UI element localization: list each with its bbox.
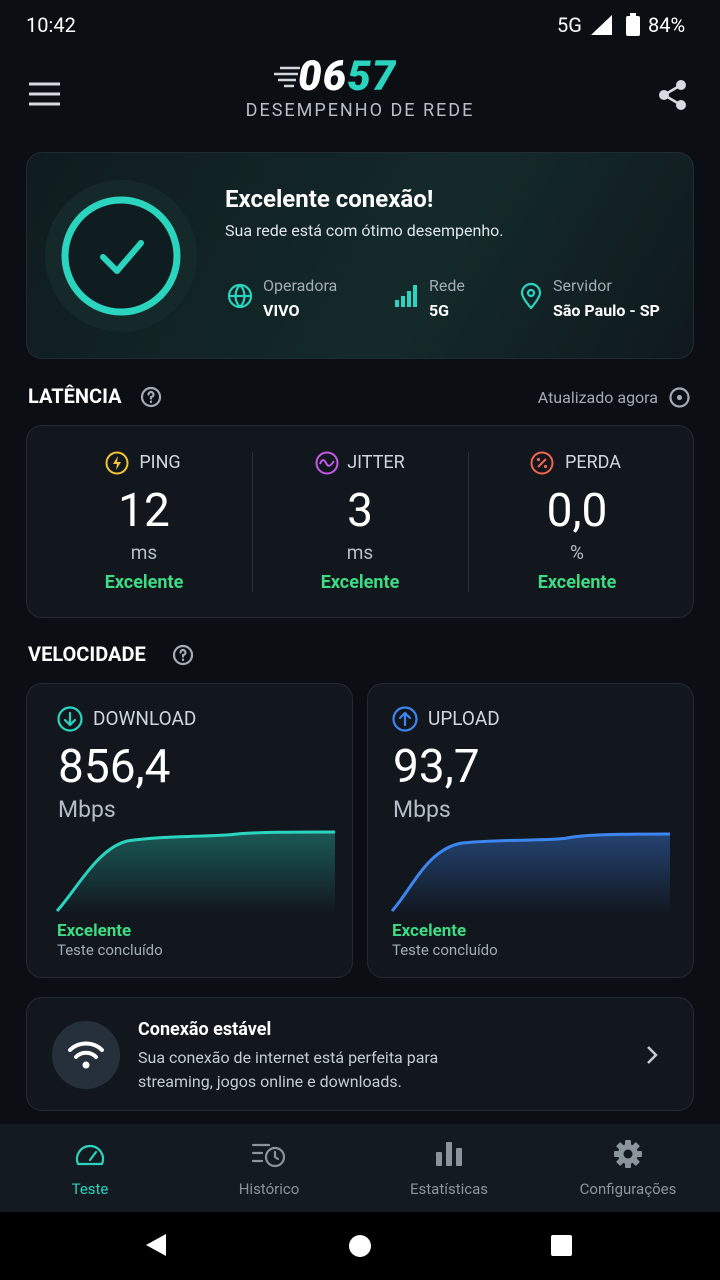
latency-title: LATÊNCIA — [28, 384, 122, 408]
stats-icon — [436, 1142, 462, 1166]
system-nav — [0, 1212, 720, 1280]
nav-label: Estatísticas — [409, 1180, 488, 1198]
upload-label: UPLOAD — [428, 707, 500, 730]
status-card: Excelente conexão! Sua rede está com óti… — [26, 152, 694, 359]
server-value: São Paulo - SP — [553, 301, 660, 320]
network-label: Rede — [429, 276, 465, 295]
status-network: 5G — [557, 13, 582, 37]
status-battery: 84% — [648, 13, 686, 37]
download-card: DOWNLOAD 856,4 Mbps Excelente Teste conc… — [26, 683, 353, 978]
history-icon — [251, 1143, 286, 1168]
loss-value: 0,0 — [546, 484, 608, 538]
jitter-rating: Excelente — [320, 572, 400, 593]
logo: 0657 — [298, 52, 397, 101]
home-button[interactable] — [348, 1234, 372, 1258]
stability-text: Sua conexão de internet está perfeita pa… — [138, 1048, 439, 1091]
speed-title: VELOCIDADE — [28, 642, 146, 666]
download-sparkline — [55, 830, 336, 914]
loss-metric: PERDA 0,0 % Excelente — [466, 426, 688, 619]
wifi-badge — [52, 1021, 120, 1089]
ping-icon — [105, 451, 129, 475]
location-icon — [520, 282, 542, 310]
ping-unit: ms — [130, 541, 158, 564]
upload-icon — [392, 706, 418, 732]
download-label: DOWNLOAD — [93, 707, 197, 730]
menu-button[interactable] — [29, 82, 60, 106]
nav-label: Histórico — [238, 1180, 300, 1198]
header-subtitle: DESEMPENHO DE REDE — [245, 100, 475, 121]
upload-sparkline — [390, 832, 671, 914]
download-rating: Excelente — [57, 921, 132, 941]
back-button[interactable] — [145, 1233, 167, 1257]
ping-label: PING — [139, 452, 181, 473]
upload-status: Teste concluído — [392, 941, 498, 959]
stability-title: Conexão estável — [138, 1019, 272, 1040]
ping-rating: Excelente — [104, 572, 184, 593]
status-time: 10:42 — [26, 13, 76, 37]
globe-icon — [227, 283, 253, 309]
loss-icon — [530, 451, 554, 475]
jitter-unit: ms — [346, 541, 374, 564]
upload-card: UPLOAD 93,7 Mbps Excelente Teste concluí… — [367, 683, 694, 978]
check-badge — [45, 180, 197, 332]
latency-card: PING 12 ms Excelente JITTER 3 ms Excelen… — [26, 425, 694, 618]
latency-updated: Atualizado agora — [537, 388, 658, 407]
status-subtitle: Sua rede está com ótimo desempenho. — [225, 221, 504, 240]
logo-speed-lines — [274, 66, 300, 88]
ping-value: 12 — [118, 484, 170, 538]
bottom-nav: Teste Histórico Estatísticas Configuraçõ… — [0, 1124, 720, 1212]
refresh-button[interactable] — [669, 387, 690, 408]
download-value: 856,4 — [58, 740, 171, 794]
divider — [252, 452, 253, 592]
signal-icon — [591, 15, 612, 35]
operator-value: VIVO — [263, 301, 300, 320]
upload-value: 93,7 — [393, 740, 480, 794]
server-label: Servidor — [553, 276, 612, 295]
jitter-label: JITTER — [347, 452, 405, 473]
signal-bars-icon — [395, 285, 417, 307]
jitter-icon — [315, 451, 339, 475]
upload-rating: Excelente — [392, 921, 467, 941]
upload-unit: Mbps — [393, 796, 451, 823]
share-button[interactable] — [658, 80, 688, 110]
loss-label: PERDA — [564, 452, 622, 473]
nav-label: Teste — [71, 1180, 109, 1198]
ping-metric: PING 12 ms Excelente — [33, 426, 255, 619]
recents-button[interactable] — [551, 1235, 572, 1256]
operator-label: Operadora — [263, 276, 338, 295]
jitter-metric: JITTER 3 ms Excelente — [249, 426, 471, 619]
divider — [468, 452, 469, 592]
status-title: Excelente conexão! — [225, 185, 434, 213]
loss-unit: % — [570, 541, 584, 564]
chevron — [647, 1046, 658, 1064]
download-unit: Mbps — [58, 796, 116, 823]
download-status: Teste concluído — [57, 941, 163, 959]
battery-icon — [626, 13, 640, 36]
nav-label: Configurações — [579, 1180, 677, 1198]
download-icon — [57, 706, 83, 732]
jitter-value: 3 — [347, 484, 373, 538]
speed-help[interactable] — [172, 644, 194, 666]
latency-help[interactable] — [140, 386, 162, 408]
loss-rating: Excelente — [537, 572, 617, 593]
gauge-icon — [75, 1144, 105, 1166]
network-value: 5G — [429, 301, 450, 320]
stability-card[interactable]: Conexão estável Sua conexão de internet … — [26, 997, 694, 1111]
settings-icon — [614, 1140, 642, 1168]
